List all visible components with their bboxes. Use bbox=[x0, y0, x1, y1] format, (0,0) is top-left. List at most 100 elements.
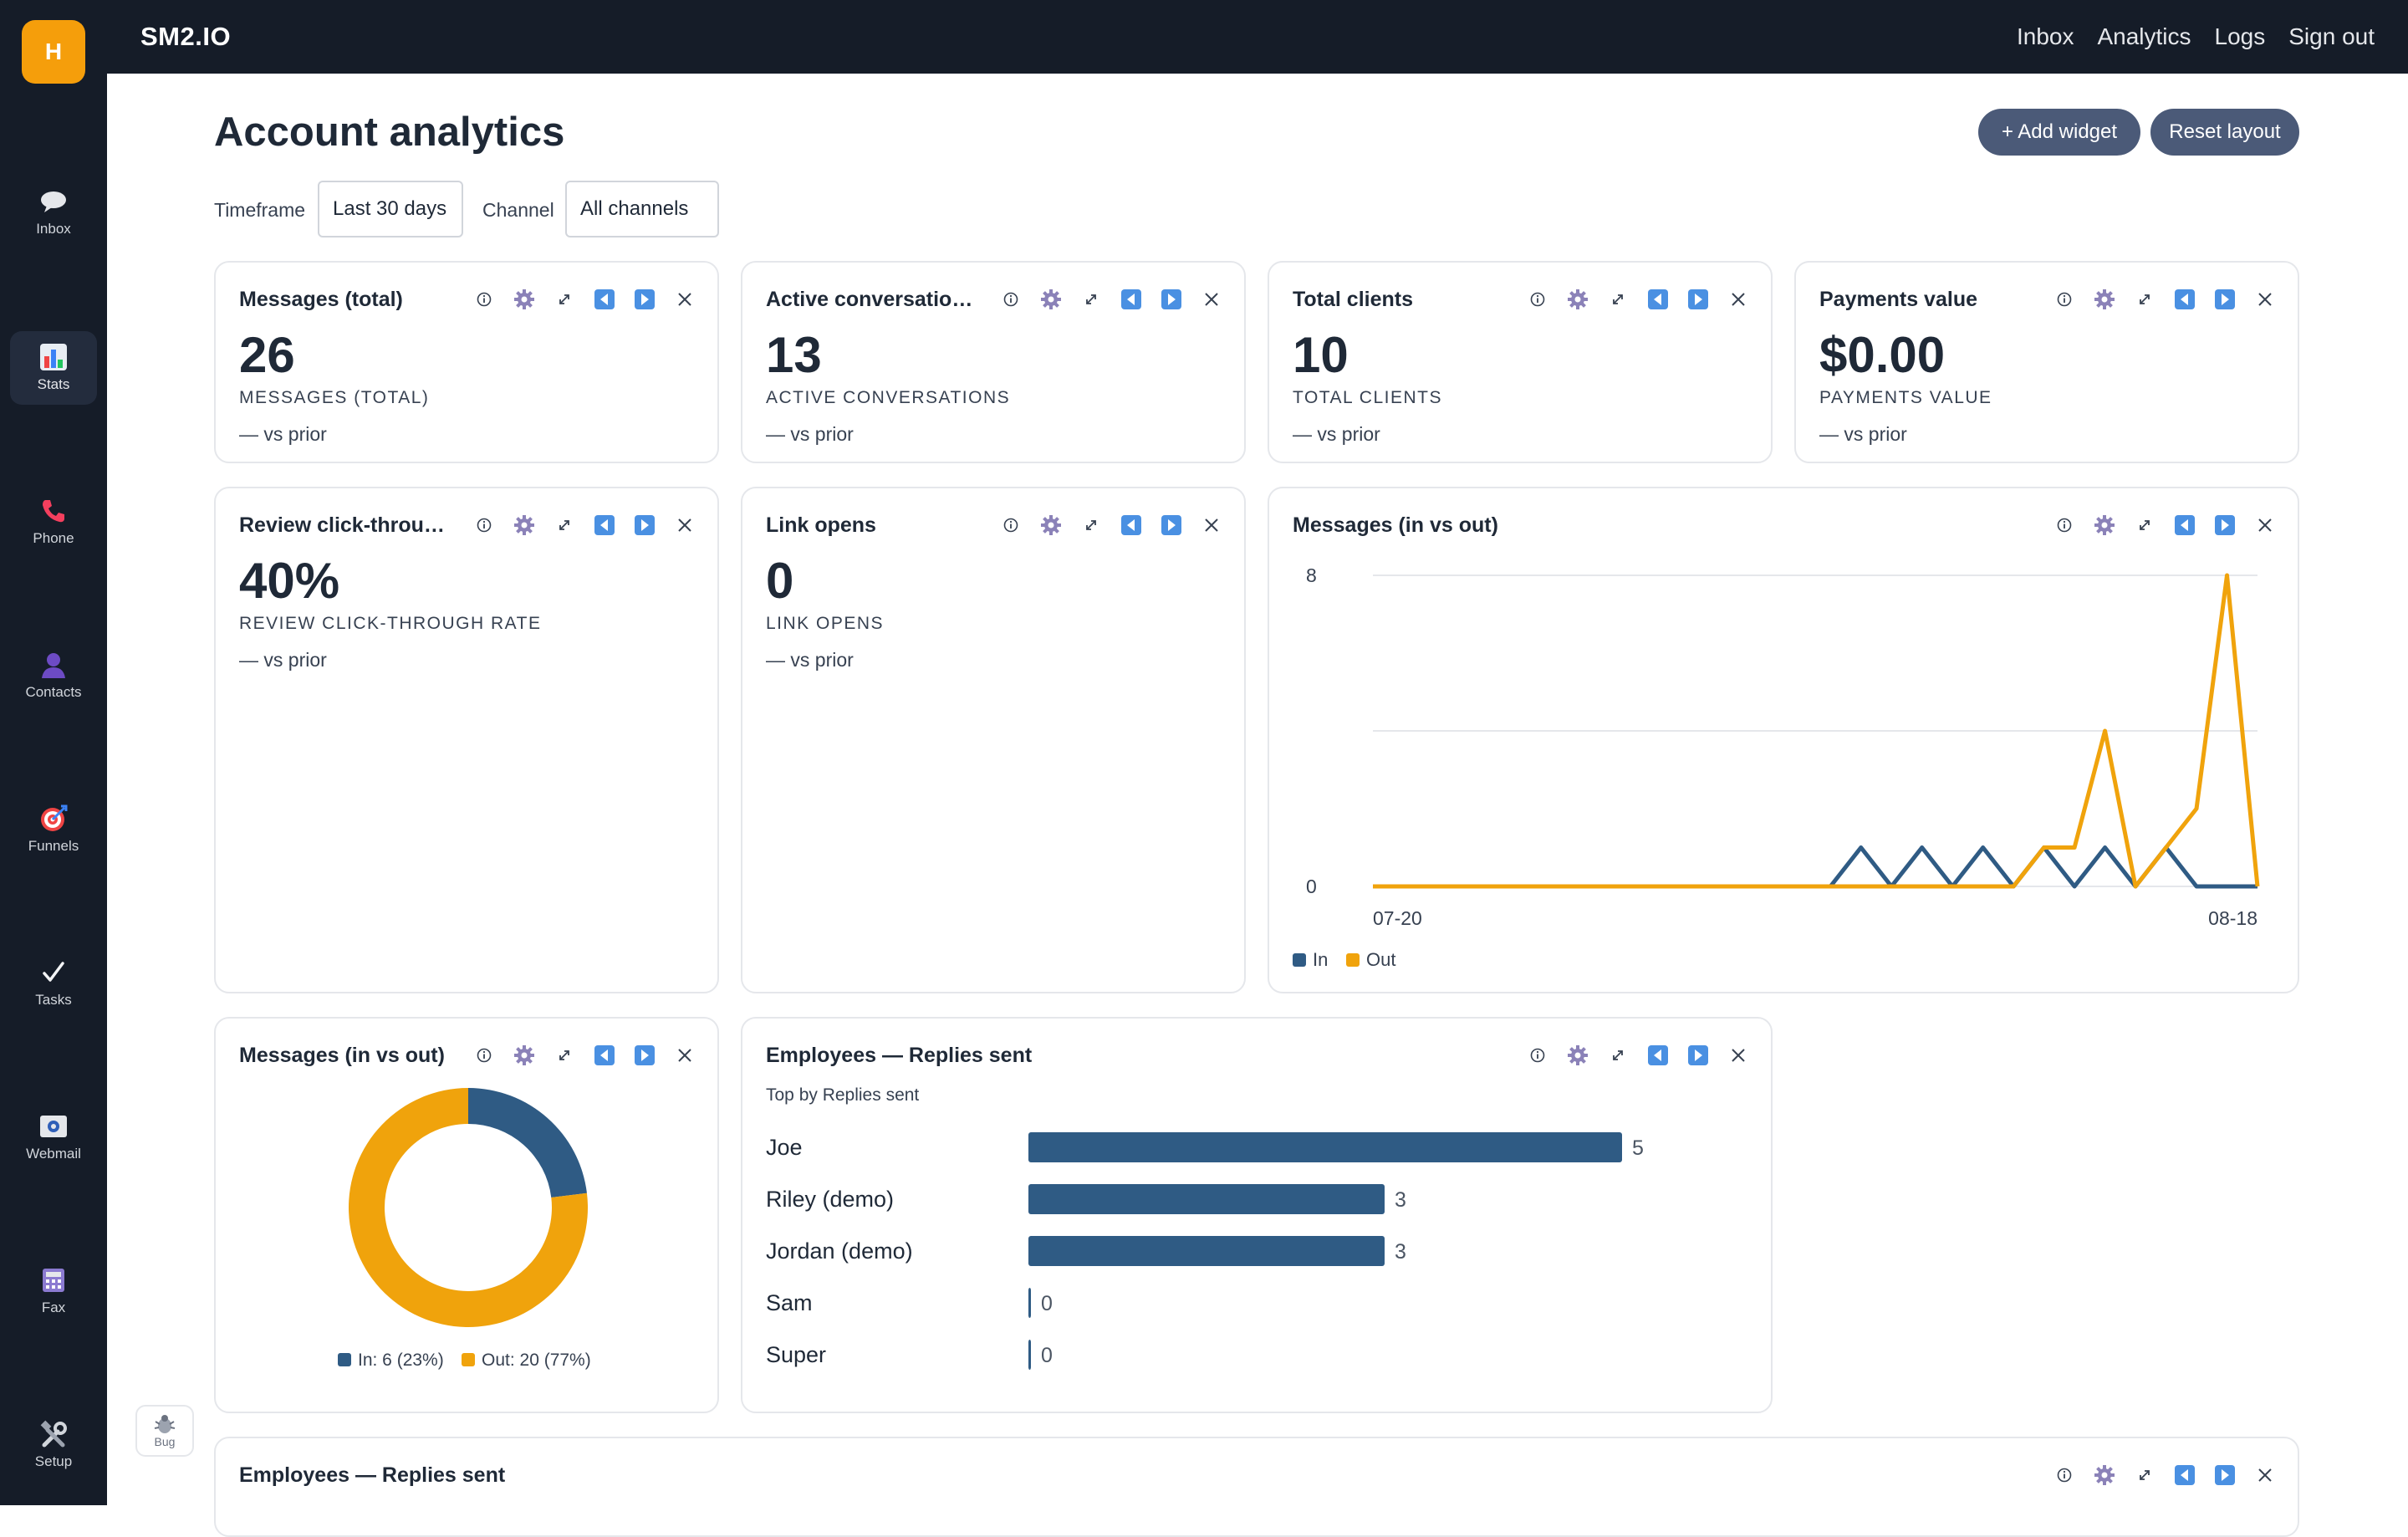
move-left-icon[interactable] bbox=[1120, 514, 1142, 536]
gear-icon[interactable] bbox=[2094, 514, 2115, 536]
expand-icon[interactable] bbox=[554, 1044, 575, 1066]
y-tick-label: 0 bbox=[1306, 876, 1317, 897]
expand-icon[interactable] bbox=[1607, 289, 1629, 310]
sidebar-item-fax[interactable]: Fax bbox=[10, 1254, 97, 1328]
timeframe-select[interactable]: Last 30 days bbox=[318, 181, 463, 237]
close-icon[interactable] bbox=[1727, 289, 1749, 310]
gear-icon[interactable] bbox=[513, 289, 535, 310]
kpi-delta: — vs prior bbox=[766, 423, 854, 445]
move-right-icon[interactable] bbox=[634, 1044, 656, 1066]
move-left-icon[interactable] bbox=[594, 289, 615, 310]
logo-letter: H bbox=[44, 38, 63, 64]
legend-swatch-out bbox=[1346, 953, 1360, 967]
gear-icon[interactable] bbox=[2094, 289, 2115, 310]
donut-slice-in bbox=[468, 1088, 587, 1197]
nav-link-logs[interactable]: Logs bbox=[2214, 23, 2266, 49]
move-right-icon[interactable] bbox=[1687, 289, 1709, 310]
info-icon[interactable] bbox=[473, 1044, 495, 1066]
bar-value-label: 5 bbox=[1632, 1136, 1644, 1160]
info-icon[interactable] bbox=[2053, 514, 2075, 536]
expand-icon[interactable] bbox=[2134, 289, 2155, 310]
kpi-label: PAYMENTS VALUE bbox=[1819, 388, 1992, 407]
sidebar-item-label: Setup bbox=[34, 1453, 73, 1469]
series-line-in bbox=[1373, 845, 2258, 889]
sidebar-item-tasks[interactable]: Tasks bbox=[10, 947, 97, 1020]
gear-icon[interactable] bbox=[513, 1044, 535, 1066]
move-left-icon[interactable] bbox=[2174, 289, 2196, 310]
move-right-icon[interactable] bbox=[634, 514, 656, 536]
move-right-icon[interactable] bbox=[2214, 1464, 2236, 1486]
donut-chart: In: 6 (23%) Out: 20 (77%) bbox=[338, 1088, 591, 1370]
info-icon[interactable] bbox=[1527, 1044, 1548, 1066]
move-left-icon[interactable] bbox=[2174, 1464, 2196, 1486]
sidebar-item-setup[interactable]: Setup bbox=[10, 1408, 97, 1482]
move-left-icon[interactable] bbox=[594, 514, 615, 536]
expand-icon[interactable] bbox=[1607, 1044, 1629, 1066]
nav-link-analytics[interactable]: Analytics bbox=[2097, 23, 2191, 49]
expand-icon[interactable] bbox=[2134, 514, 2155, 536]
brand-name[interactable]: SM2.IO bbox=[140, 22, 232, 51]
reset-layout-button[interactable]: Reset layout bbox=[2150, 109, 2299, 156]
bar-category-label: Sam bbox=[766, 1290, 813, 1315]
move-left-icon[interactable] bbox=[594, 1044, 615, 1066]
card-tools bbox=[473, 512, 696, 539]
expand-icon[interactable] bbox=[554, 289, 575, 310]
close-icon[interactable] bbox=[674, 514, 696, 536]
expand-icon[interactable] bbox=[1080, 289, 1102, 310]
gear-icon[interactable] bbox=[2094, 1464, 2115, 1486]
sidebar-item-funnels[interactable]: Funnels bbox=[10, 793, 97, 866]
expand-icon[interactable] bbox=[1080, 514, 1102, 536]
move-left-icon[interactable] bbox=[1647, 1044, 1669, 1066]
info-icon[interactable] bbox=[2053, 1464, 2075, 1486]
sidebar-item-webmail[interactable]: Webmail bbox=[10, 1100, 97, 1174]
info-icon[interactable] bbox=[1527, 289, 1548, 310]
sidebar-item-stats[interactable]: Stats bbox=[10, 331, 97, 405]
close-icon[interactable] bbox=[1727, 1044, 1749, 1066]
close-icon[interactable] bbox=[1201, 514, 1222, 536]
info-icon[interactable] bbox=[2053, 289, 2075, 310]
expand-icon[interactable] bbox=[554, 514, 575, 536]
move-right-icon[interactable] bbox=[1687, 1044, 1709, 1066]
info-icon[interactable] bbox=[473, 289, 495, 310]
expand-icon[interactable] bbox=[2134, 1464, 2155, 1486]
legend-label: In: 6 (23%) bbox=[358, 1351, 444, 1370]
move-right-icon[interactable] bbox=[1161, 514, 1182, 536]
info-icon[interactable] bbox=[1000, 289, 1022, 310]
channel-select[interactable]: All channels bbox=[565, 181, 719, 237]
info-icon[interactable] bbox=[1000, 514, 1022, 536]
close-icon[interactable] bbox=[674, 1044, 696, 1066]
move-left-icon[interactable] bbox=[2174, 514, 2196, 536]
bar-category-label: Joe bbox=[766, 1135, 803, 1160]
move-left-icon[interactable] bbox=[1647, 289, 1669, 310]
fax-icon bbox=[39, 1266, 68, 1294]
move-right-icon[interactable] bbox=[634, 289, 656, 310]
move-left-icon[interactable] bbox=[1120, 289, 1142, 310]
close-icon[interactable] bbox=[2254, 289, 2276, 310]
sidebar-item-phone[interactable]: Phone bbox=[10, 485, 97, 559]
nav-link-inbox[interactable]: Inbox bbox=[2016, 23, 2074, 49]
close-icon[interactable] bbox=[2254, 1464, 2276, 1486]
gear-icon[interactable] bbox=[1040, 289, 1062, 310]
gear-icon[interactable] bbox=[1567, 289, 1589, 310]
app-logo[interactable]: H bbox=[22, 20, 85, 84]
gear-icon[interactable] bbox=[513, 514, 535, 536]
gear-icon[interactable] bbox=[1567, 1044, 1589, 1066]
kpi-delta: — vs prior bbox=[1293, 423, 1380, 445]
card-tools bbox=[2053, 1462, 2276, 1488]
move-right-icon[interactable] bbox=[2214, 514, 2236, 536]
info-icon[interactable] bbox=[473, 514, 495, 536]
move-right-icon[interactable] bbox=[2214, 289, 2236, 310]
close-icon[interactable] bbox=[674, 289, 696, 310]
move-right-icon[interactable] bbox=[1161, 289, 1182, 310]
close-icon[interactable] bbox=[1201, 289, 1222, 310]
nav-link-sign-out[interactable]: Sign out bbox=[2288, 23, 2375, 49]
close-icon[interactable] bbox=[2254, 514, 2276, 536]
sidebar-item-contacts[interactable]: Contacts bbox=[10, 639, 97, 712]
sidebar-item-inbox[interactable]: Inbox bbox=[10, 176, 97, 249]
kpi-value: 0 bbox=[766, 553, 794, 609]
add-widget-button[interactable]: + Add widget bbox=[1978, 109, 2140, 156]
gear-icon[interactable] bbox=[1040, 514, 1062, 536]
bug-report-button[interactable]: Bug bbox=[135, 1405, 194, 1457]
kpi-card-total-clients: Total clients 10 TOTAL CLIENTS — vs prio… bbox=[1268, 261, 1773, 463]
kpi-card-messages-total: Messages (total) 26 MESSAGES (TOTAL) — v… bbox=[214, 261, 719, 463]
